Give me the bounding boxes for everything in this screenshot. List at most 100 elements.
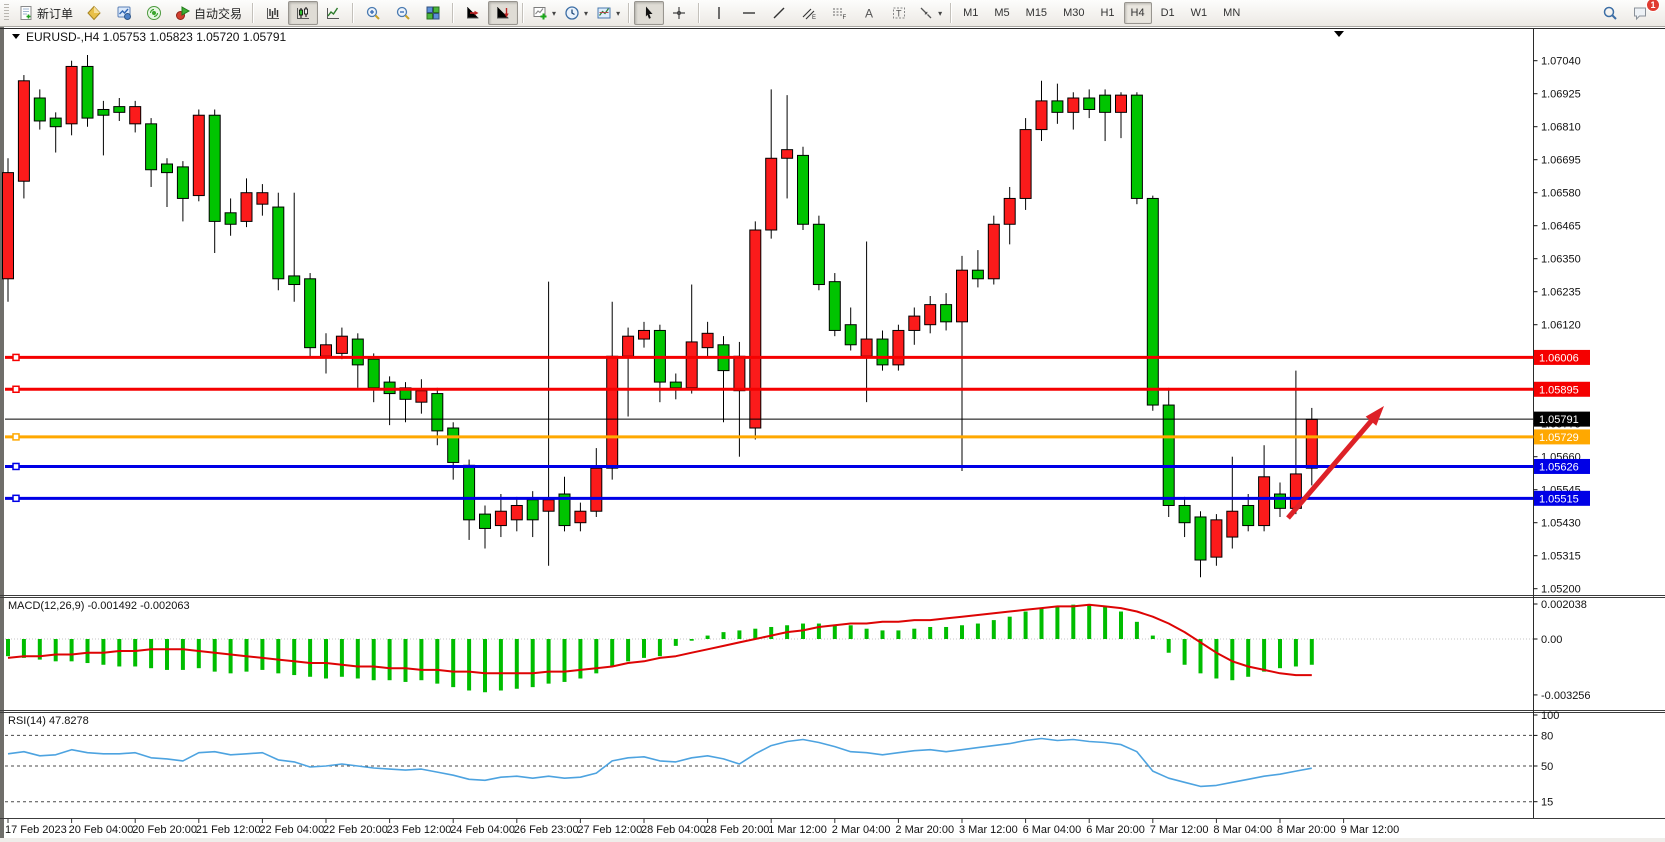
templates-caret-icon[interactable]: ▾ bbox=[616, 8, 621, 18]
date-tick-label: 27 Feb 12:00 bbox=[577, 824, 642, 836]
candle-bearish bbox=[479, 513, 491, 529]
chart-info-line: EURUSD-,H4 1.05753 1.05823 1.05720 1.057… bbox=[26, 30, 287, 44]
candle-bullish bbox=[17, 80, 30, 182]
trendline-icon bbox=[773, 7, 785, 19]
candle-bullish bbox=[574, 510, 587, 524]
rsi-line bbox=[7, 737, 1312, 788]
chart-background bbox=[0, 27, 1665, 842]
candle-bullish bbox=[638, 329, 650, 340]
candle-bearish bbox=[1083, 97, 1096, 110]
auto-trading-button[interactable]: 自动交易 bbox=[169, 1, 248, 25]
candle-bullish bbox=[1226, 510, 1239, 538]
trend-arrow-line[interactable] bbox=[1286, 416, 1376, 520]
macd-signal-line bbox=[7, 603, 1312, 677]
search-icon bbox=[1603, 6, 1617, 20]
candle-bearish bbox=[940, 304, 953, 323]
cursor-tool-button[interactable] bbox=[634, 1, 665, 25]
candle-bullish bbox=[542, 499, 555, 512]
crosshair-tool-button[interactable] bbox=[664, 1, 694, 25]
price-line-badge bbox=[1534, 490, 1590, 506]
candle-bearish bbox=[1194, 516, 1207, 561]
candle-bullish bbox=[1003, 197, 1016, 225]
price-line-badge-label: 1.05729 bbox=[1539, 432, 1579, 444]
trendline-tool-button[interactable] bbox=[764, 1, 794, 25]
text-label-tool-button[interactable]: T bbox=[884, 1, 914, 25]
price-tick-label: 1.06925 bbox=[1541, 89, 1581, 101]
chat-button[interactable]: 1 bbox=[1625, 0, 1660, 25]
line-chart-button[interactable] bbox=[318, 1, 348, 25]
hline-handle[interactable] bbox=[12, 385, 20, 394]
bar-chart-button[interactable] bbox=[258, 1, 288, 25]
zoom-in-button[interactable] bbox=[358, 1, 388, 25]
candle-bearish bbox=[224, 212, 237, 225]
market-watch-button[interactable] bbox=[79, 1, 109, 25]
equidistant-channel-tool-button[interactable]: E bbox=[794, 1, 824, 25]
horizontal-line-tool-button[interactable] bbox=[734, 1, 764, 25]
vertical-line-tool-button[interactable] bbox=[704, 1, 734, 25]
candle-bearish bbox=[812, 223, 825, 286]
fibonacci-tool-button[interactable]: F bbox=[824, 1, 854, 25]
svg-text:T: T bbox=[896, 9, 902, 19]
symbol-collapse-icon[interactable] bbox=[12, 34, 20, 39]
candle-bullish bbox=[1305, 418, 1318, 469]
candle-bearish bbox=[33, 97, 46, 122]
candle-bearish bbox=[367, 358, 380, 389]
date-tick-label: 8 Mar 04:00 bbox=[1213, 824, 1272, 836]
arrow-objects-icon bbox=[920, 7, 932, 19]
vertical-line-icon bbox=[718, 7, 720, 19]
indicators-icon bbox=[533, 7, 547, 20]
candle-bullish bbox=[335, 335, 348, 354]
date-tick-label: 6 Mar 04:00 bbox=[1023, 824, 1082, 836]
candlestick-chart-button[interactable] bbox=[288, 1, 319, 25]
indicators-caret-icon[interactable]: ▾ bbox=[552, 8, 557, 18]
arrows-caret-icon[interactable]: ▾ bbox=[938, 8, 943, 18]
date-tick-label: 23 Feb 12:00 bbox=[387, 824, 452, 836]
chart-shift-button[interactable] bbox=[488, 1, 519, 25]
price-line-badge-label: 1.05895 bbox=[1539, 384, 1579, 396]
zoom-out-button[interactable] bbox=[388, 1, 418, 25]
candle-bearish bbox=[828, 281, 841, 331]
hline-handle[interactable] bbox=[12, 462, 20, 471]
periods-button[interactable]: ▾ bbox=[560, 1, 592, 25]
trend-arrow-head[interactable] bbox=[1365, 406, 1384, 426]
hline-handle[interactable] bbox=[12, 353, 20, 362]
toolbar-grip[interactable] bbox=[4, 4, 9, 22]
candle-bearish bbox=[49, 117, 62, 128]
zoom-in-icon bbox=[366, 6, 380, 20]
arrows-tool-button[interactable]: ▾ bbox=[914, 1, 946, 25]
charts-button[interactable] bbox=[109, 1, 139, 25]
tile-windows-button[interactable] bbox=[418, 1, 448, 25]
macd-label: MACD(12,26,9) -0.001492 -0.002063 bbox=[8, 600, 190, 612]
tab-timeframe-M15[interactable]: M15 bbox=[1025, 7, 1048, 19]
periods-caret-icon[interactable]: ▾ bbox=[584, 8, 589, 18]
candle-bearish bbox=[1178, 504, 1191, 524]
candle-bullish bbox=[1067, 97, 1080, 113]
hline-handle[interactable] bbox=[12, 433, 20, 441]
date-tick-label: 20 Feb 04:00 bbox=[69, 824, 134, 836]
tab-timeframe-M5[interactable]: M5 bbox=[994, 7, 1010, 19]
search-button[interactable] bbox=[1595, 1, 1625, 25]
zoom-out-icon bbox=[396, 6, 410, 20]
tab-timeframe-W1[interactable]: W1 bbox=[1190, 7, 1208, 19]
tab-timeframe-H4[interactable]: H4 bbox=[1123, 2, 1152, 24]
tab-timeframe-D1[interactable]: D1 bbox=[1160, 7, 1175, 19]
auto-scroll-button[interactable] bbox=[458, 1, 488, 25]
candle-bearish bbox=[288, 275, 301, 286]
candle-bearish bbox=[1146, 197, 1159, 406]
new-order-button[interactable]: 新订单 bbox=[12, 1, 79, 25]
hline-handle[interactable] bbox=[12, 494, 20, 503]
signals-button[interactable] bbox=[139, 1, 169, 25]
notification-badge: 1 bbox=[1646, 0, 1660, 12]
rsi-tick-label: 15 bbox=[1541, 797, 1553, 809]
indicators-button[interactable]: ▾ bbox=[528, 1, 560, 25]
tab-timeframe-MN[interactable]: MN bbox=[1223, 7, 1241, 19]
templates-button[interactable]: ▾ bbox=[592, 1, 624, 25]
chat-icon bbox=[1634, 7, 1646, 21]
tab-timeframe-M1[interactable]: M1 bbox=[963, 7, 979, 19]
tab-timeframe-M30[interactable]: M30 bbox=[1063, 7, 1085, 19]
text-tool-button[interactable]: A bbox=[854, 1, 884, 25]
price-tick-label: 1.07040 bbox=[1541, 56, 1581, 68]
tab-timeframe-H1[interactable]: H1 bbox=[1100, 7, 1115, 19]
chart-menu-marker-icon[interactable] bbox=[1334, 31, 1344, 37]
